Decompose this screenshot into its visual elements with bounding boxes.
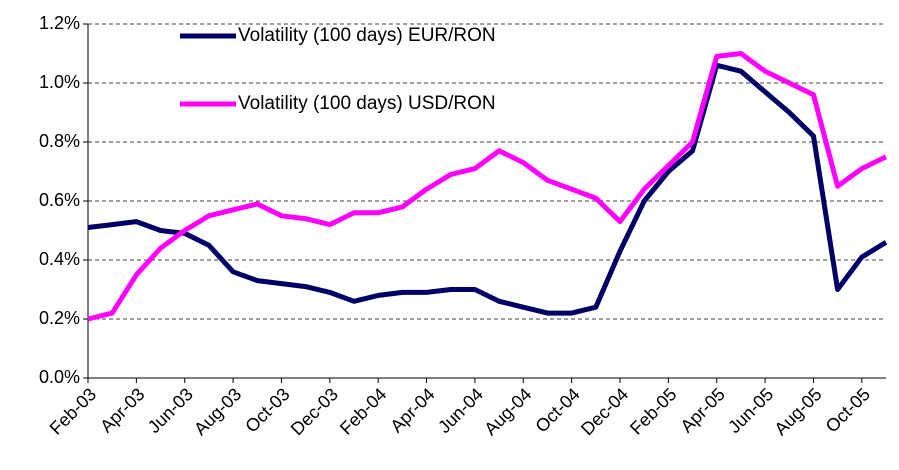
y-tick-label: 0.4% xyxy=(39,249,80,269)
y-tick-label: 1.0% xyxy=(39,72,80,92)
x-tick-label: Aug-03 xyxy=(190,384,245,439)
x-tick-label: Feb-04 xyxy=(336,384,390,438)
x-tick-label: Oct-05 xyxy=(822,384,874,436)
y-tick-label: 0.6% xyxy=(39,190,80,210)
y-tick-label: 1.2% xyxy=(39,13,80,33)
x-tick-label: Feb-05 xyxy=(626,384,680,438)
x-tick-label: Apr-05 xyxy=(677,384,729,436)
x-tick-label: Oct-04 xyxy=(531,384,583,436)
y-tick-label: 0.0% xyxy=(39,367,80,387)
x-tick-label: Dec-03 xyxy=(287,384,342,439)
legend-label: Volatility (100 days) USD/RON xyxy=(238,93,496,114)
y-tick-label: 0.2% xyxy=(39,308,80,328)
x-tick-label: Jun-05 xyxy=(724,384,777,437)
legend-label: Volatility (100 days) EUR/RON xyxy=(238,25,496,46)
x-tick-label: Oct-03 xyxy=(241,384,293,436)
y-tick-label: 0.8% xyxy=(39,131,80,151)
x-tick-label: Feb-03 xyxy=(46,384,100,438)
series-line xyxy=(87,51,888,322)
x-tick-label: Aug-05 xyxy=(770,384,825,439)
x-tick-label: Jun-03 xyxy=(144,384,197,437)
series-line xyxy=(87,62,888,316)
x-tick-label: Dec-04 xyxy=(577,384,632,439)
x-tick-label: Aug-04 xyxy=(480,384,535,439)
x-tick-label: Jun-04 xyxy=(434,384,487,437)
x-tick-label: Apr-03 xyxy=(96,384,148,436)
x-tick-label: Apr-04 xyxy=(386,384,438,436)
